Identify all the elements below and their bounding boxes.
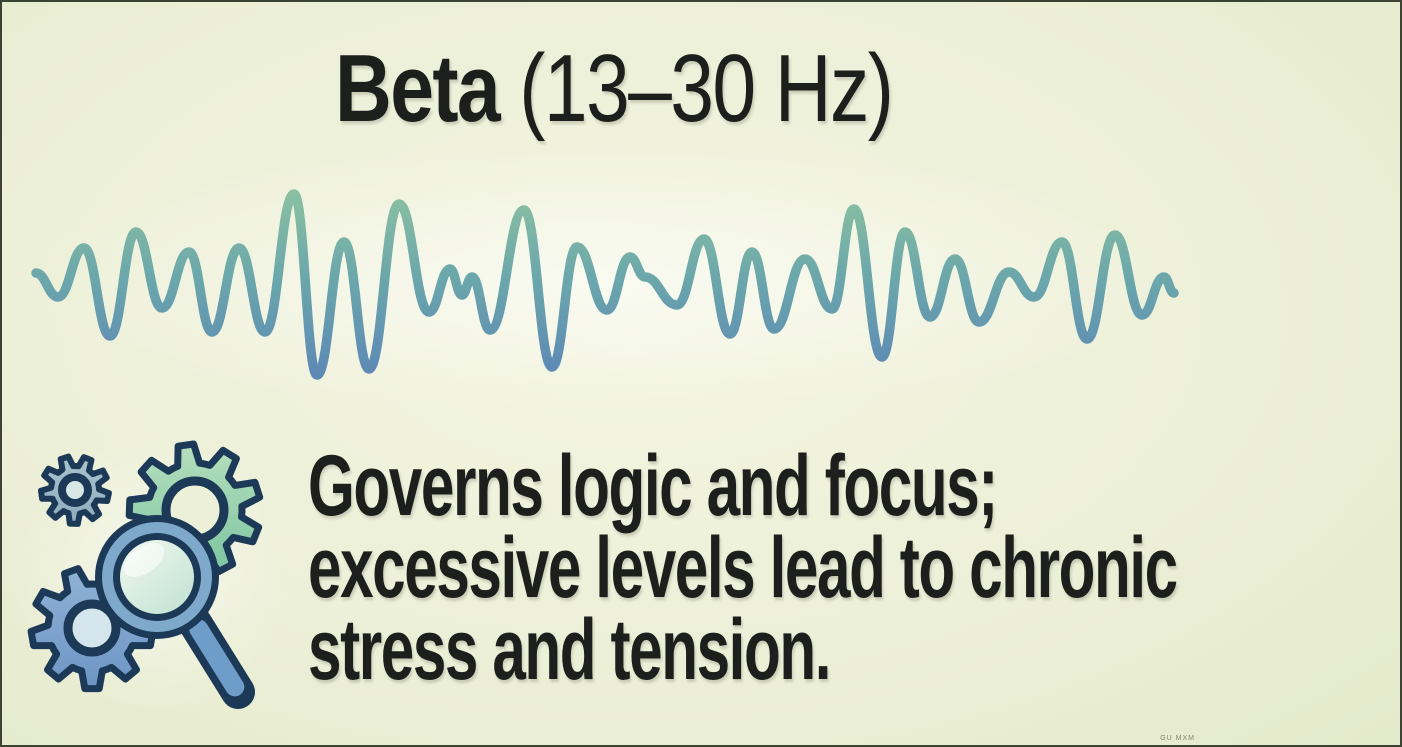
description-text: Governs logic and focus; excessive level… [308, 438, 1178, 698]
description-line: excessive levels lead to chronic [308, 520, 1178, 616]
blue-gear-hole [63, 599, 121, 657]
magnifier-handle [189, 619, 245, 697]
title-frequency-range: (13–30 Hz) [519, 35, 894, 142]
lens-highlight [123, 543, 165, 577]
page-title: Beta (13–30 Hz) [335, 41, 894, 137]
small-gear-hole [58, 473, 92, 507]
description-line: Governs logic and focus; [308, 438, 998, 534]
watermark: GU MXM [1160, 735, 1195, 742]
wave-path [31, 189, 1179, 380]
description-line: stress and tension. [308, 602, 831, 698]
title-word: Beta [335, 35, 501, 142]
